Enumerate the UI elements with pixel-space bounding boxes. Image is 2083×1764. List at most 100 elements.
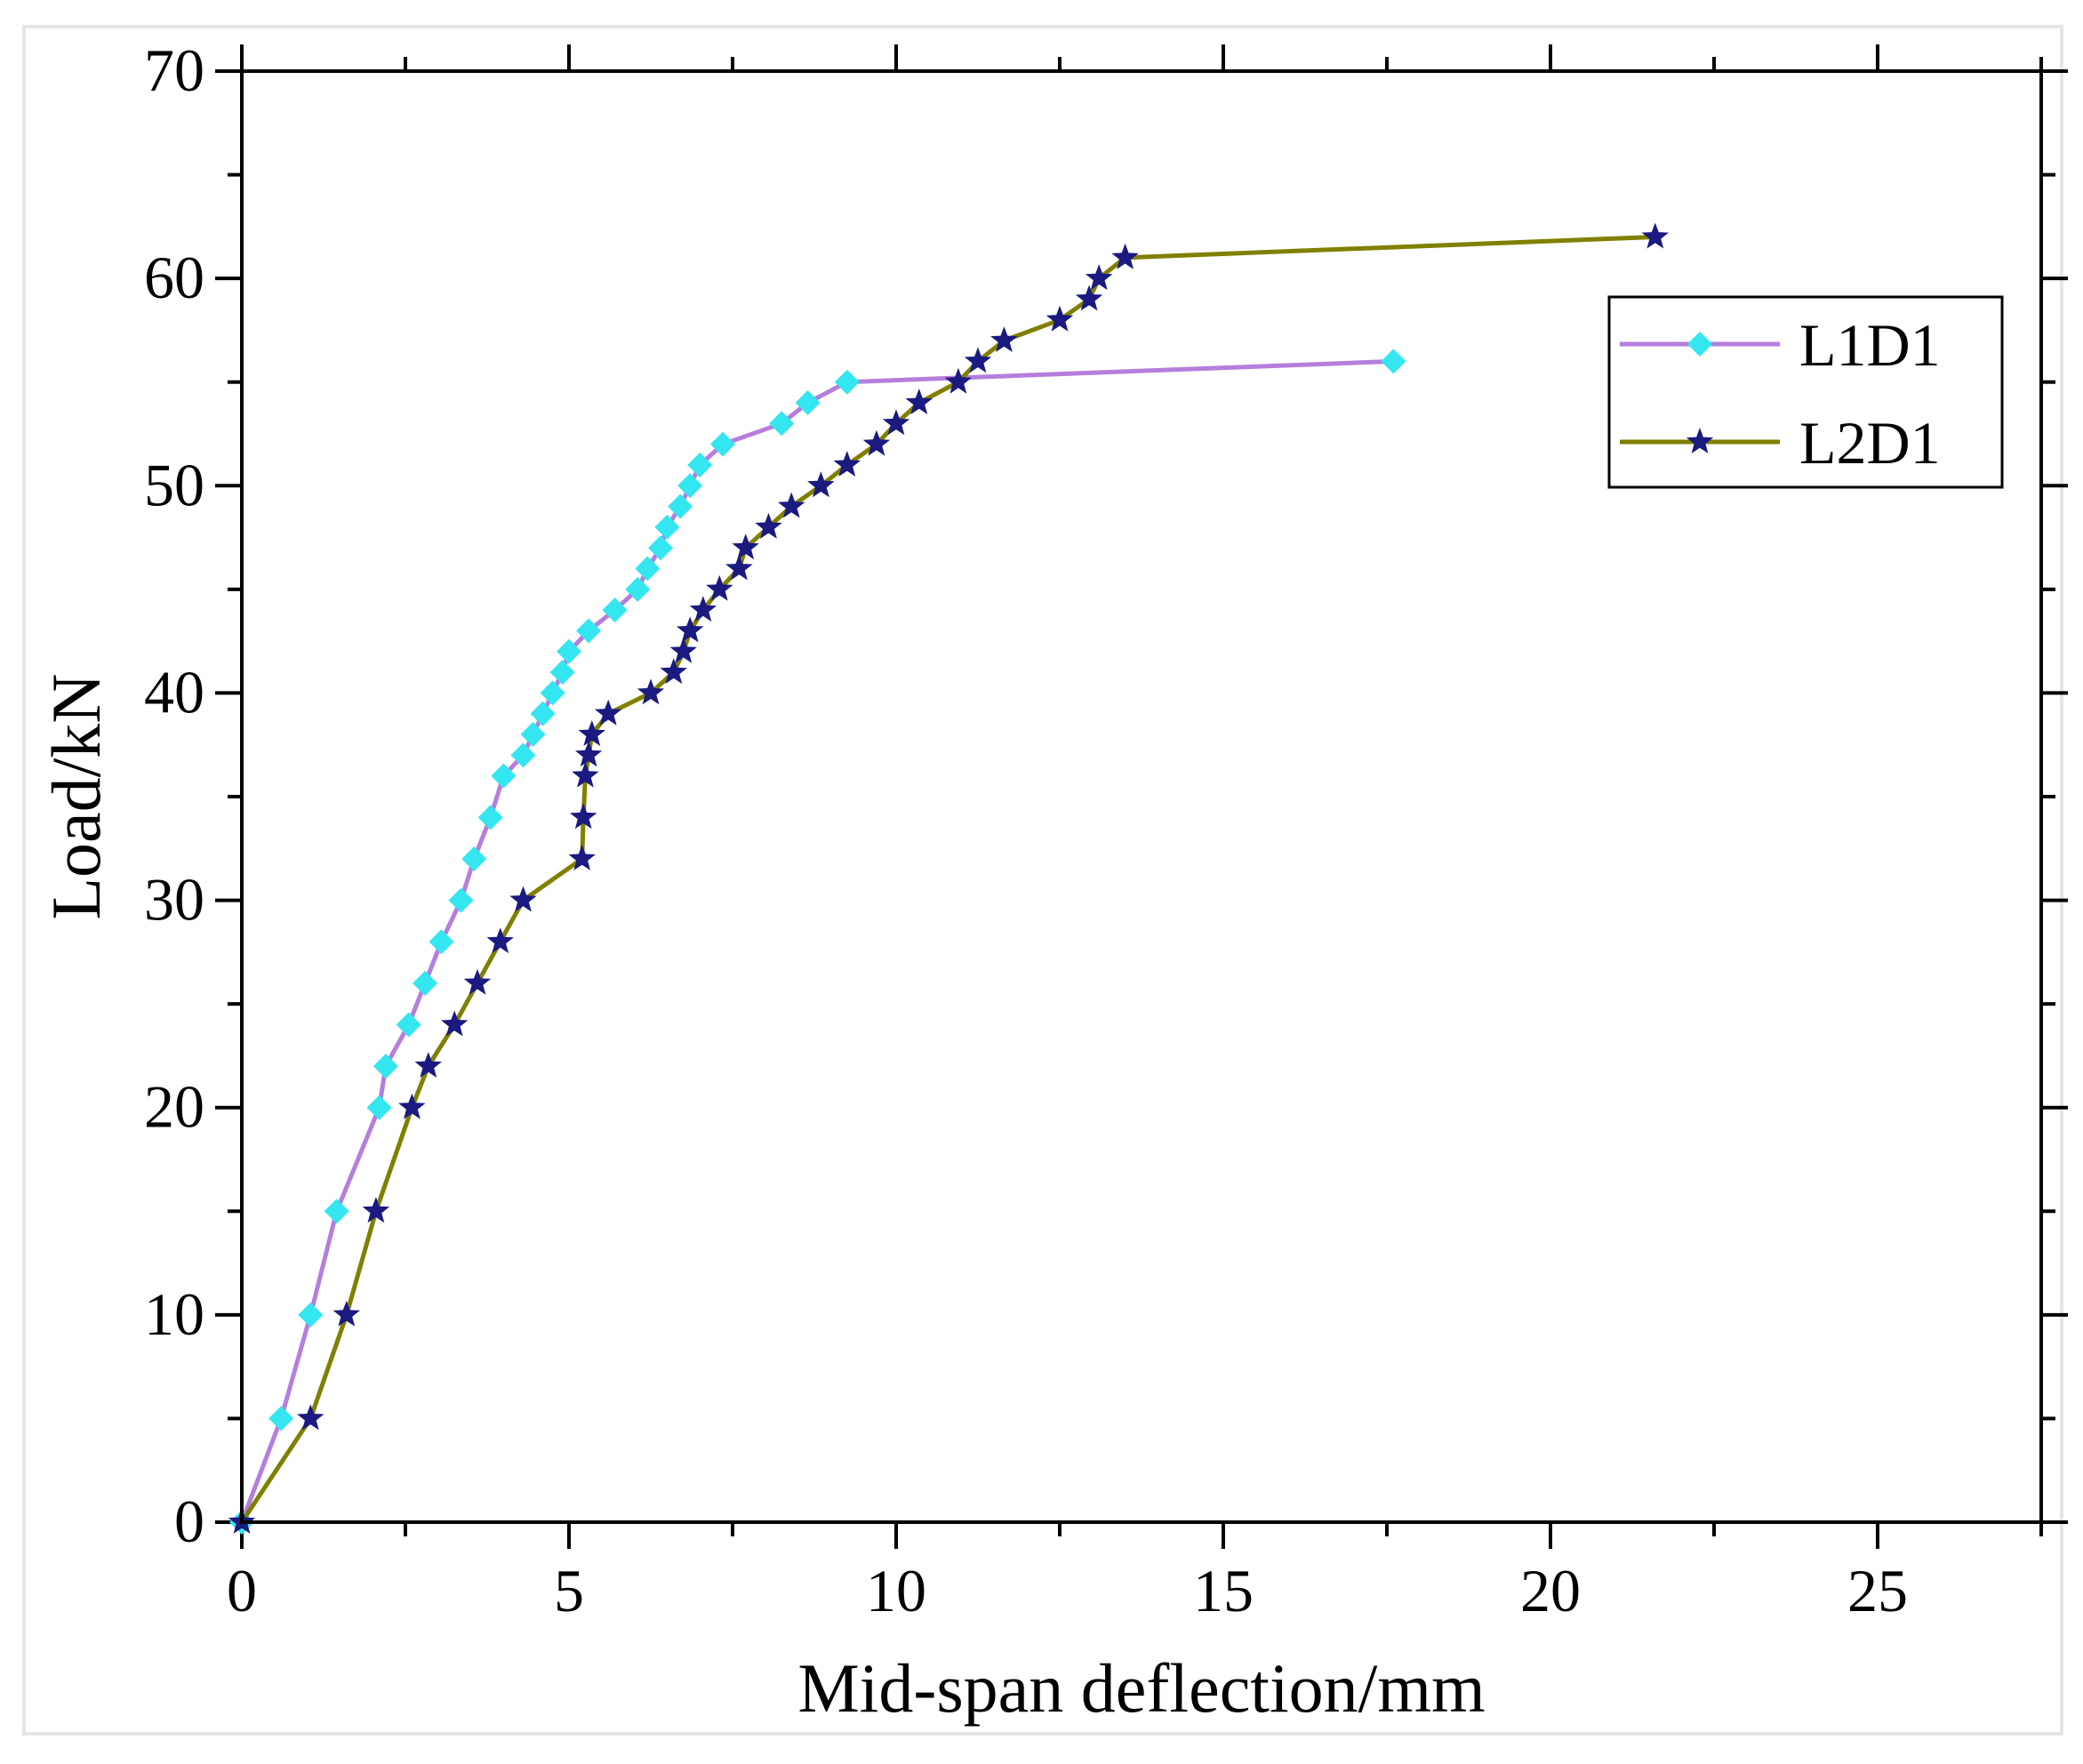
data-point-L2D1	[755, 512, 782, 539]
data-point-L1D1	[540, 680, 565, 706]
legend-marker	[1687, 332, 1712, 357]
x-tick-label: 25	[1847, 1557, 1908, 1624]
data-point-L2D1	[862, 429, 891, 456]
data-point-L1D1	[491, 763, 517, 789]
data-point-L1D1	[477, 805, 503, 830]
legend-marker	[1686, 428, 1714, 453]
data-point-L2D1	[669, 637, 697, 663]
x-tick-label: 15	[1193, 1557, 1254, 1624]
data-point-L2D1	[833, 451, 861, 477]
data-point-L1D1	[654, 514, 680, 540]
data-point-L2D1	[778, 492, 805, 518]
figure-border	[22, 25, 2063, 1736]
data-point-L1D1	[834, 369, 860, 395]
data-point-L2D1	[660, 658, 687, 685]
data-point-L1D1	[429, 929, 454, 955]
y-tick-label: 20	[144, 1073, 204, 1141]
legend-item-L2D1: L2D1	[1620, 409, 1941, 477]
x-axis-title: Mid-span deflection/mm	[797, 1649, 1485, 1727]
data-point-L1D1	[687, 452, 713, 477]
data-point-L1D1	[602, 597, 628, 623]
y-tick-label: 40	[144, 658, 204, 726]
data-point-L2D1	[297, 1404, 324, 1431]
plot-frame	[240, 69, 2043, 1524]
data-point-L1D1	[549, 660, 575, 686]
x-tick-label: 10	[866, 1557, 926, 1624]
data-point-L1D1	[510, 742, 536, 768]
legend-label: L1D1	[1799, 311, 1941, 379]
y-tick-label: 30	[144, 866, 204, 934]
y-tick-label: 50	[144, 451, 204, 518]
data-point-L2D1	[637, 678, 665, 705]
legend-items: L1D1 L2D1	[1620, 311, 1941, 477]
data-point-L2D1	[574, 741, 603, 767]
data-point-L2D1	[1046, 305, 1074, 332]
data-point-L2D1	[441, 1010, 469, 1037]
ticks-layer	[215, 44, 2068, 1549]
series-L2D1	[228, 222, 1669, 1534]
legend-box	[1607, 295, 2004, 489]
data-point-L1D1	[635, 556, 661, 581]
data-point-L1D1	[530, 701, 556, 726]
data-point-L2D1	[1641, 222, 1669, 249]
legend: L1D1 L2D1	[1607, 295, 2004, 489]
data-point-L2D1	[725, 554, 753, 581]
data-point-L1D1	[709, 431, 735, 457]
data-point-L2D1	[990, 326, 1018, 352]
data-point-L1D1	[557, 638, 581, 664]
data-point-L2D1	[944, 367, 973, 394]
data-point-L2D1	[362, 1197, 390, 1223]
data-point-L1D1	[677, 473, 703, 499]
data-point-L2D1	[1075, 285, 1103, 311]
y-axis-title: Load/kN	[37, 673, 115, 919]
y-tick-label: 10	[144, 1280, 204, 1348]
y-tick-label: 70	[144, 36, 204, 104]
data-point-L2D1	[594, 699, 622, 726]
data-point-L1D1	[520, 722, 546, 748]
data-point-L2D1	[706, 574, 733, 601]
data-point-L1D1	[298, 1302, 324, 1327]
data-point-L1D1	[324, 1199, 349, 1224]
data-point-L1D1	[648, 535, 674, 561]
data-point-L1D1	[413, 970, 438, 996]
legend-label: L2D1	[1799, 409, 1941, 477]
data-point-L1D1	[461, 846, 487, 871]
x-tick-label: 20	[1520, 1557, 1581, 1624]
data-point-L2D1	[1085, 264, 1113, 291]
y-tick-label: 60	[144, 244, 204, 311]
data-point-L2D1	[509, 886, 537, 912]
data-point-L2D1	[964, 347, 992, 373]
y-tick-label: 0	[174, 1487, 204, 1555]
data-point-L1D1	[668, 493, 693, 519]
legend-item-L1D1: L1D1	[1620, 311, 1941, 379]
data-point-L1D1	[769, 411, 795, 437]
data-point-L1D1	[625, 576, 651, 602]
x-tick-label: 0	[227, 1557, 257, 1624]
data-point-L1D1	[795, 390, 821, 416]
data-point-L1D1	[576, 618, 602, 644]
data-point-L1D1	[448, 887, 474, 913]
data-point-L2D1	[463, 968, 492, 995]
data-point-L1D1	[366, 1094, 392, 1120]
data-point-L2D1	[732, 533, 759, 560]
data-point-L2D1	[568, 844, 596, 870]
data-point-L2D1	[486, 927, 514, 954]
series-L1D1	[229, 349, 1406, 1535]
data-point-L1D1	[1381, 349, 1406, 374]
data-point-L1D1	[396, 1012, 421, 1038]
data-point-L2D1	[1111, 243, 1139, 269]
series-layer	[228, 222, 1669, 1535]
data-point-L2D1	[414, 1052, 442, 1078]
data-point-L2D1	[882, 409, 910, 436]
data-point-L2D1	[570, 803, 597, 830]
data-point-L2D1	[676, 616, 704, 643]
data-point-L1D1	[373, 1054, 398, 1079]
data-point-L1D1	[268, 1406, 294, 1431]
data-point-L2D1	[689, 596, 717, 622]
labels-layer: 0 5 10 15 20 25 0 10 20 30 40 50 60 70	[144, 36, 1908, 1624]
data-point-L2D1	[905, 389, 933, 414]
data-point-L2D1	[578, 720, 605, 746]
x-tick-label: 5	[554, 1557, 584, 1624]
